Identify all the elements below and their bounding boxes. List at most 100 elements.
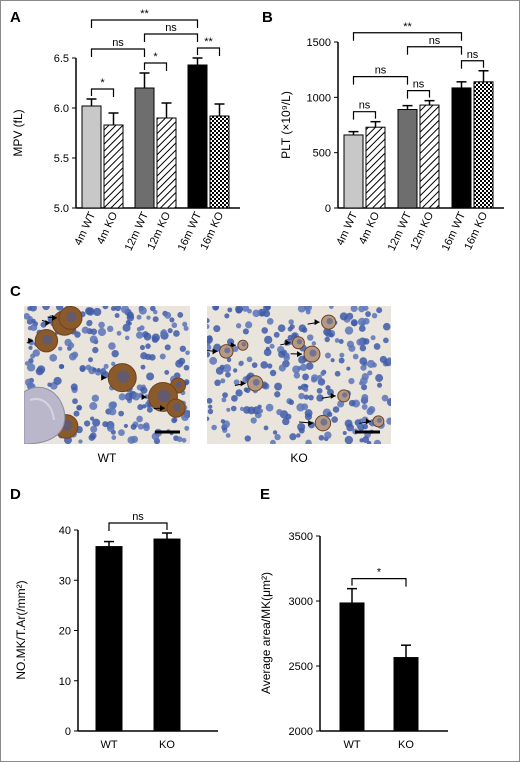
nucleus (92, 418, 101, 427)
nucleus (207, 408, 214, 415)
nucleus (116, 330, 122, 336)
nucleus (220, 419, 226, 424)
nucleus (149, 354, 156, 361)
nucleus (114, 313, 120, 318)
nucleus (238, 361, 244, 367)
nucleus (302, 373, 309, 381)
significance-label: ns (359, 100, 371, 112)
mk-nucleus (241, 341, 247, 347)
nucleus (123, 423, 129, 429)
nucleus (227, 307, 233, 313)
mk-nucleus (224, 347, 231, 354)
y-tick-label: 10 (59, 676, 71, 688)
nucleus (176, 436, 183, 443)
y-tick-label: 5.0 (54, 203, 69, 215)
nucleus (317, 378, 326, 386)
arrow-head (330, 392, 336, 399)
mk-nucleus (157, 389, 171, 403)
y-tick-label: 40 (59, 525, 71, 537)
nucleus (71, 351, 79, 359)
mk-nucleus (320, 418, 328, 426)
nucleus (88, 357, 93, 363)
nucleus (272, 430, 278, 435)
nucleus (93, 307, 102, 317)
nucleus (342, 430, 347, 436)
y-tick-label: 1500 (307, 37, 331, 49)
nucleus (28, 358, 34, 364)
significance-bracket (196, 47, 221, 56)
y-tick-label: 2500 (289, 661, 313, 673)
nucleus (298, 392, 305, 400)
nucleus (221, 397, 227, 403)
panel-letter-d: D (10, 486, 21, 503)
nucleus (89, 402, 98, 411)
x-tick-label: KO (398, 739, 414, 751)
nucleus (311, 374, 319, 382)
nucleus (151, 333, 160, 342)
nucleus (359, 357, 368, 366)
nucleus (356, 338, 364, 346)
nucleus (235, 389, 243, 397)
mk-nucleus (116, 370, 130, 383)
nucleus (356, 422, 364, 430)
mk-nucleus (296, 339, 303, 345)
significance-label: ** (140, 8, 149, 20)
bar (339, 602, 365, 732)
nucleus (76, 404, 83, 411)
nucleus (126, 311, 134, 319)
nucleus (233, 368, 238, 373)
arrow-head (52, 314, 58, 321)
nucleus (247, 406, 256, 415)
significance-label: ** (204, 36, 213, 48)
significance-label: ns (413, 79, 425, 91)
bar (343, 134, 364, 209)
nucleus (293, 372, 301, 379)
nucleus (257, 308, 266, 317)
significance-bracket (143, 33, 199, 42)
nucleus (177, 311, 184, 318)
nucleus (159, 353, 166, 360)
nucleus (88, 434, 96, 441)
nucleus (212, 306, 219, 311)
nucleus (235, 323, 242, 329)
nucleus (53, 376, 62, 385)
nucleus (373, 343, 381, 350)
nucleus (108, 342, 116, 350)
nucleus (219, 364, 225, 370)
nucleus (96, 368, 101, 373)
nucleus (171, 417, 177, 424)
arrow-head (297, 351, 303, 358)
nucleus (144, 394, 150, 400)
nucleus (348, 344, 356, 352)
y-axis-label: MPV (fL) (11, 109, 25, 156)
nucleus (269, 369, 277, 377)
significance-label: ns (165, 22, 177, 34)
nucleus (183, 364, 190, 371)
nucleus (320, 371, 326, 376)
significance-bracket (90, 88, 115, 97)
nucleus (270, 439, 276, 444)
significance-bracket (406, 46, 463, 55)
nucleus (324, 431, 332, 439)
significance-label: ** (403, 21, 412, 33)
nucleus (86, 320, 93, 327)
nucleus (361, 393, 369, 401)
nucleus (346, 423, 355, 432)
bar (473, 81, 494, 209)
nucleus (338, 339, 344, 344)
nucleus (173, 330, 180, 337)
nucleus (303, 394, 310, 400)
bar (397, 109, 418, 209)
nucleus (222, 364, 232, 373)
nucleus (149, 306, 156, 312)
micrograph-label-wt: WT (98, 451, 117, 465)
nucleus (334, 370, 341, 377)
nucleus (92, 367, 97, 372)
nucleus (379, 355, 387, 364)
nucleus (363, 306, 369, 311)
nucleus (220, 378, 226, 384)
nucleus (138, 306, 147, 315)
x-tick-label: KO (159, 739, 175, 751)
nucleus (164, 344, 171, 351)
